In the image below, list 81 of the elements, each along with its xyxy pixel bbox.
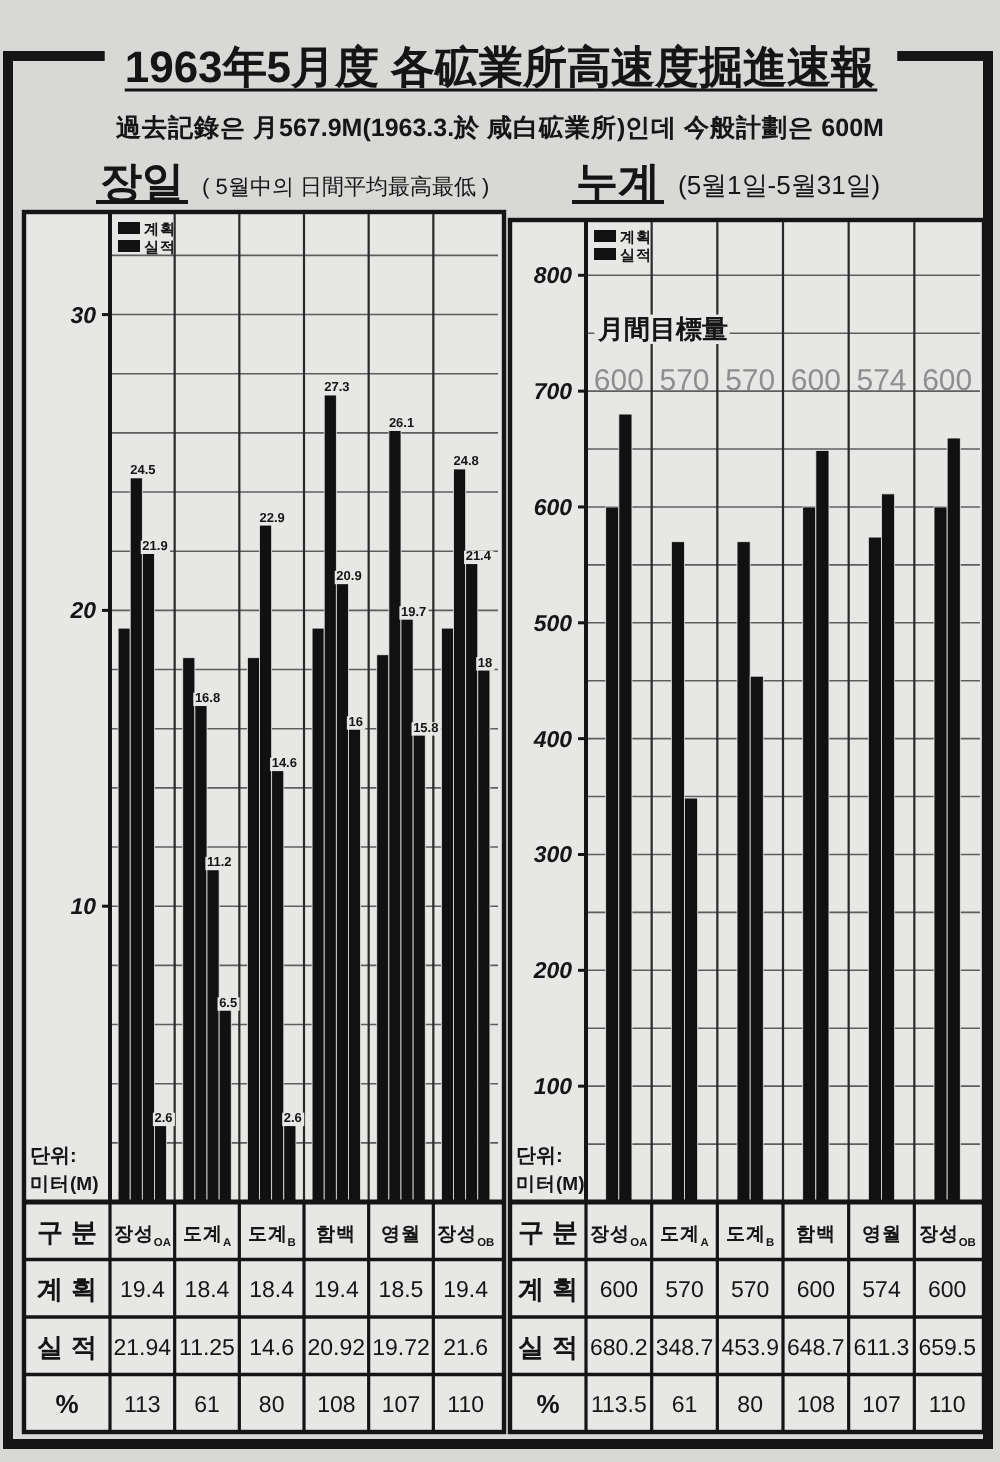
title: 1963年5月度 各砿業所高速度掘進速報	[124, 42, 876, 92]
subtitle: 過去記錄은 月567.9M(1963.3.於 咸白砿業所)인데 今般計劃은 600M	[116, 114, 884, 142]
cell: 680.2	[590, 1336, 648, 1361]
note: 600	[790, 364, 841, 398]
cell: 348.7	[655, 1336, 714, 1361]
cell: 80	[737, 1394, 763, 1419]
ytick: 800	[533, 265, 572, 290]
cell: 574	[862, 1279, 901, 1304]
row-head: %	[536, 1389, 568, 1420]
xtick: 장성$_{OB}$	[918, 1223, 976, 1250]
xtick: 함백	[795, 1223, 836, 1246]
cell: 11.25	[179, 1336, 235, 1361]
xtick: 장성$_{OA}$	[113, 1223, 171, 1250]
ytick: 10	[70, 896, 96, 921]
cell: 600	[599, 1279, 638, 1304]
cell: 19.4	[443, 1279, 489, 1304]
panel-title: 누계	[576, 160, 660, 206]
panel-subtitle: (5월1일-5월31일)	[678, 170, 881, 200]
cell: 80	[258, 1394, 285, 1419]
cell: 18.4	[249, 1279, 295, 1304]
xtick: 도계$_{B}$	[247, 1223, 296, 1250]
cell: 61	[671, 1394, 698, 1419]
cell: 113.5	[590, 1394, 647, 1419]
note: 570	[725, 364, 776, 398]
cell: 110	[447, 1394, 484, 1419]
cell: 611.3	[853, 1336, 910, 1361]
cell: 570	[731, 1279, 770, 1304]
xtick: 장성$_{OA}$	[590, 1223, 648, 1250]
ytick: 700	[533, 381, 572, 406]
xtick: 함백	[316, 1223, 357, 1246]
row-head: 계획	[37, 1274, 105, 1305]
xtick: 장성$_{OB}$	[437, 1223, 495, 1250]
cell: 600	[928, 1279, 967, 1304]
row-head: 구분	[518, 1216, 586, 1247]
row-head: 실적	[37, 1331, 105, 1362]
cell: 18.4	[184, 1279, 230, 1304]
ytick: 20	[70, 600, 96, 625]
cell: 453.9	[721, 1336, 779, 1361]
ylabel: 단위: 미터(M)	[516, 1146, 585, 1196]
panel-subtitle: ( 5월中의 日間平均最高最低 )	[202, 176, 490, 200]
xtick: 도계$_{A}$	[660, 1223, 709, 1250]
row-head: 계획	[518, 1274, 586, 1305]
cell: 108	[796, 1394, 835, 1419]
row-head: %	[55, 1389, 87, 1420]
note: 600	[593, 364, 644, 398]
cell: 659.5	[918, 1336, 976, 1361]
cell: 21.6	[443, 1336, 489, 1361]
cell: 19.72	[372, 1336, 430, 1361]
cell: 570	[665, 1279, 704, 1304]
row-head: 실적	[518, 1331, 586, 1362]
cell: 14.6	[249, 1336, 295, 1361]
ytick: 600	[533, 496, 572, 521]
cell: 113	[124, 1394, 161, 1419]
ytick: 200	[533, 960, 572, 985]
cell: 61	[194, 1394, 220, 1419]
row-head: 구분	[37, 1216, 105, 1247]
cell: 600	[796, 1279, 835, 1304]
ytick: 300	[533, 844, 572, 869]
ytick: 400	[533, 728, 572, 753]
ytick: 30	[70, 304, 96, 329]
cell: 648.7	[787, 1336, 845, 1361]
cell: 107	[862, 1394, 901, 1419]
ytick: 100	[533, 1076, 572, 1101]
cell: 110	[928, 1394, 966, 1419]
cell: 19.4	[119, 1279, 165, 1304]
ylabel: 단위: 미터(M)	[30, 1146, 99, 1196]
cell: 18.5	[378, 1279, 424, 1304]
xtick: 도계$_{A}$	[182, 1223, 232, 1250]
ytick: 500	[533, 612, 572, 637]
cell: 19.4	[313, 1279, 359, 1304]
note: 570	[659, 364, 710, 398]
cell: 108	[317, 1394, 356, 1419]
cell: 21.94	[113, 1336, 172, 1361]
xtick: 영월	[861, 1223, 902, 1246]
xtick: 영월	[381, 1223, 421, 1246]
note: 月間目標量	[598, 314, 728, 344]
note: 574	[856, 364, 907, 398]
cell: 107	[381, 1394, 421, 1419]
xtick: 도계$_{B}$	[726, 1223, 775, 1250]
cell: 20.92	[307, 1336, 366, 1361]
note: 600	[922, 364, 973, 398]
